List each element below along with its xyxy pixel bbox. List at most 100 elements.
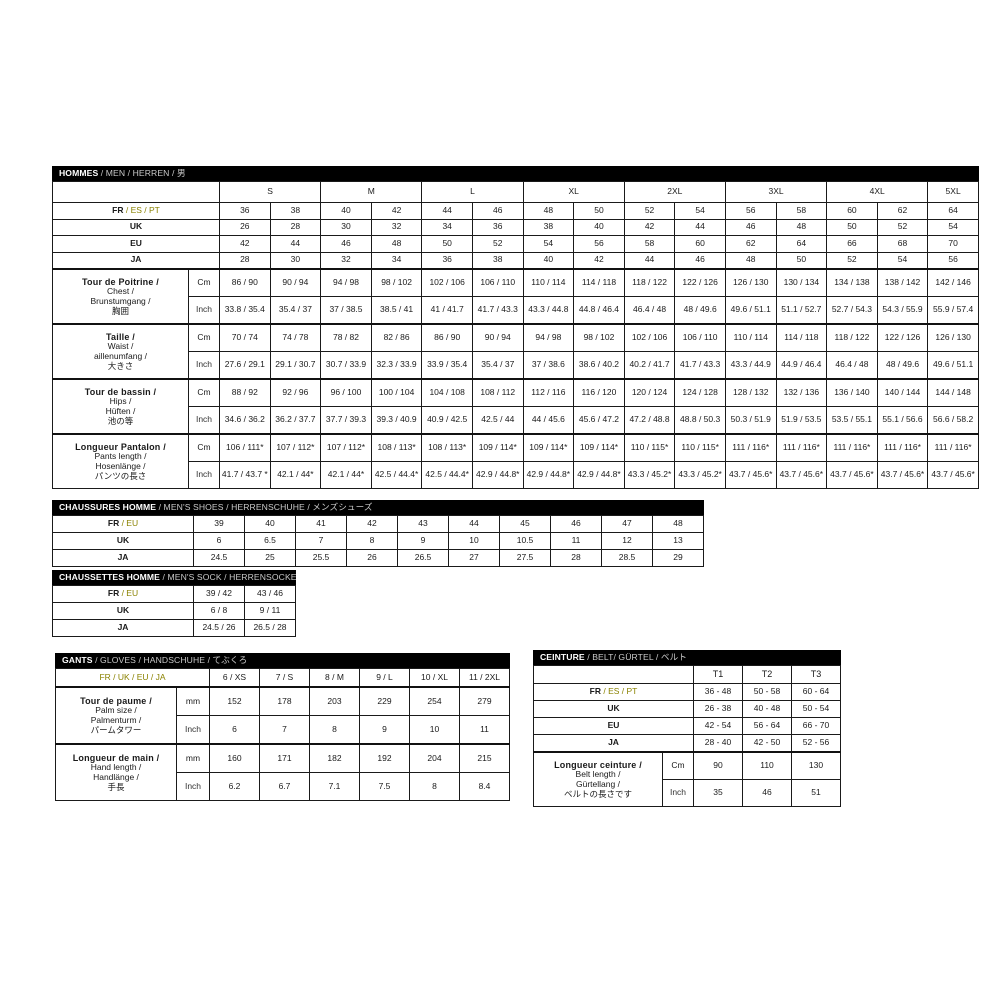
measure-name-de: Hüften / [105,405,136,416]
gloves-cell-inch: 6.7 [259,772,310,801]
men-cell: 26 [219,218,271,236]
size-cell: 44 [448,515,500,533]
men-measure-cell-inch: 53.5 / 55.1 [826,406,878,435]
belt-row-label: EU [533,717,694,735]
men-cell: 52 [471,235,524,253]
unit-cm: Cm [188,268,220,297]
men-measure-cell-inch: 51.1 / 52.7 [775,296,828,325]
gloves-measure-row-inch: Inch 6 7 8 9 10 11 [56,715,510,745]
men-measure-cell-cm: 122 / 126 [876,323,929,352]
men-cell: 54 [522,235,575,253]
mens-size-chart: HOMMES / MEN / HERREN / 男 S M L XL 2XL 3XL 4XL… [52,166,979,489]
mens-section-title: HOMMES / MEN / HERREN / 男 [52,166,979,181]
size-cell: 43 / 46 [244,585,296,603]
men-row-label: UK [52,218,220,236]
size-cell: 43 [397,515,449,533]
men-measure-cell-inch: 52.7 / 54.3 [826,296,878,325]
men-measure-label: Taille / Waist / aillenumfang / 大きさ [52,323,189,380]
men-cell: 62 [876,202,929,220]
size-cell: 27.5 [499,549,551,567]
measure-name-de: Gürtellang / [576,778,620,789]
belt-cell-cm: 130 [791,751,841,780]
label-bold: UK [607,703,620,714]
size-cell: 40 [244,515,296,533]
men-cell: 40 [573,218,625,236]
measure-name-ja: パンツの長さ [94,470,147,481]
men-measure-cell-cm: 102 / 106 [623,323,676,352]
gloves-cell-mm: 192 [359,743,410,773]
belt-section-title-rest: / BELT/ GÜRTEL / ベルト [584,652,687,662]
gloves-cell-inch: 11 [459,715,510,745]
men-measure-cell-inch: 32.3 / 33.9 [370,351,423,380]
gloves-cell-inch: 6 [209,715,260,745]
size-cell: 26.5 / 28 [244,619,296,637]
men-measure-cell-inch: 43.7 / 45.6* [876,461,929,489]
men-measure-cell-cm: 142 / 146 [927,268,979,297]
belt-section-title: CEINTURE / BELT/ GÜRTEL / ベルト [533,650,841,665]
gloves-cell-inch: 6.2 [209,772,260,801]
men-measure-cell-cm: 107 / 112* [269,433,322,462]
men-cell: 40 [522,251,575,270]
men-measure-cell-cm: 112 / 116 [522,378,575,407]
measure-name-fr: Longueur de main / [72,752,160,763]
men-measure-cell-cm: 111 / 116* [826,433,878,462]
unit-inch: Inch [188,406,220,435]
men-measure-cell-inch: 40.9 / 42.5 [421,406,473,435]
label-bold: UK [116,535,130,546]
men-measure-cell-inch: 51.9 / 53.5 [775,406,828,435]
men-size-row: FR / ES / PT 36 38 40 42 44 46 48 50 52 54 56 58 60 62… [52,202,979,220]
belt-cell-inch: 46 [742,779,792,807]
gloves-cell-inch: 7.5 [359,772,410,801]
men-measure-row-cm: Longueur Pantalon / Pants length / Hosenlä… [52,433,979,489]
belt-cell: 36 - 48 [693,683,743,701]
gloves-size-9 / L: 9 / L [359,668,410,688]
measure-name-en: Waist / [107,341,134,352]
size-cell: 13 [652,532,704,550]
men-measure-label: Tour de Poitrine / Chest / Brunstumgang / 胸… [52,268,189,325]
men-size-row: JA 28 30 32 34 36 38 40 42 44 46 48 50 52 54 56 [52,251,979,270]
gloves-measure-label: Tour de paume / Palm size / Palmenturm / パー… [55,686,177,745]
men-measure-cell-inch: 43.3 / 44.9 [724,351,777,380]
men-measure-cell-cm: 94 / 98 [522,323,575,352]
size-cell: 7 [295,532,347,550]
men-measure-cell-inch: 48.8 / 50.3 [674,406,726,435]
unit-inch: Inch [176,715,210,745]
men-cell: 54 [927,218,979,236]
mens-size-table: S M L XL 2XL 3XL 4XL 5XL FR / ES / PT 36 38 40 42 44 4… [52,181,979,489]
measure-name-ja: 胸囲 [111,305,129,316]
men-measure-cell-cm: 130 / 134 [775,268,828,297]
men-measure-cell-inch: 43.7 / 45.6* [775,461,828,489]
men-measure-cell-cm: 109 / 114* [522,433,575,462]
belt-cell: 50 - 58 [742,683,792,701]
men-group-2XL: 2XL [623,181,726,203]
gloves-cell-mm: 160 [209,743,260,773]
measure-name-ja: パームタワー [90,724,142,735]
men-measure-cell-cm: 134 / 138 [826,268,878,297]
men-measure-cell-cm: 109 / 114* [471,433,524,462]
men-measure-cell-inch: 41.7 / 43.3 [674,351,726,380]
measure-name-en: Belt length / [575,769,621,780]
men-cell: 32 [320,251,372,270]
gloves-cell-inch: 7.1 [309,772,360,801]
size-cell: 28 [550,549,602,567]
belt-cell-inch: 35 [693,779,743,807]
size-cell: 39 [193,515,245,533]
gloves-size-6 / XS: 6 / XS [209,668,260,688]
men-measure-cell-inch: 55.1 / 56.6 [876,406,929,435]
gloves-cell-mm: 229 [359,686,410,716]
men-cell: 46 [674,251,726,270]
size-row: UK 6 6.5 7 8 9 10 10.5 11 12 13 [52,532,704,550]
men-measure-cell-cm: 90 / 94 [269,268,322,297]
belt-cell: 50 - 54 [791,700,841,718]
belt-cell: 42 - 54 [693,717,743,735]
men-group-S: S [218,181,322,203]
men-measure-cell-cm: 110 / 115* [623,433,676,462]
men-cell: 62 [724,235,777,253]
men-measure-row-cm: Tour de bassin / Hips / Hüften / 池の等 Cm 88 / … [52,378,979,435]
men-measure-cell-inch: 43.3 / 44.8 [522,296,575,325]
size-cell: 27 [448,549,500,567]
men-measure-cell-cm: 111 / 116* [876,433,929,462]
unit-cm: Cm [188,433,220,462]
men-measure-cell-inch: 42.5 / 44.4* [421,461,473,489]
